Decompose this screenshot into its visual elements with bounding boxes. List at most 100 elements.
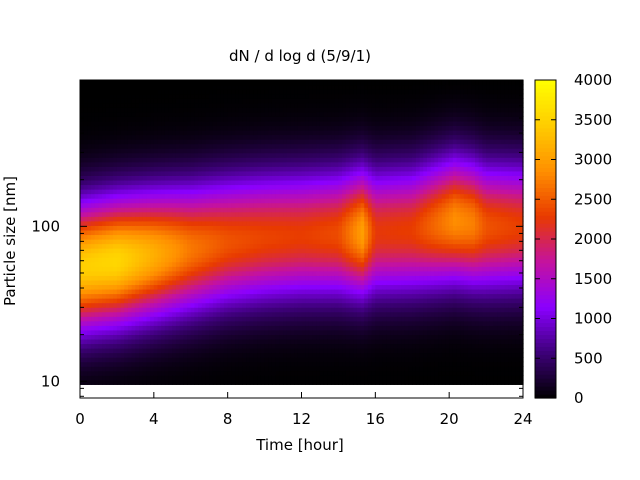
- heatmap-cell: [209, 202, 214, 208]
- heatmap-cell: [316, 248, 321, 254]
- heatmap-cell: [319, 343, 325, 349]
- heatmap-cell: [319, 261, 325, 267]
- heatmap-cell: [98, 184, 103, 190]
- heatmap-cell: [168, 120, 173, 127]
- heatmap-cell: [264, 84, 269, 90]
- heatmap-cell: [164, 198, 170, 204]
- heatmap-cell: [124, 293, 129, 299]
- heatmap-cell: [297, 134, 303, 140]
- heatmap-cell: [220, 202, 225, 208]
- heatmap-cell: [260, 102, 266, 108]
- heatmap-cell: [179, 357, 184, 363]
- heatmap-cell: [257, 207, 262, 213]
- heatmap-cell: [297, 202, 303, 208]
- heatmap-cell: [94, 343, 100, 349]
- heatmap-cell: [238, 134, 244, 140]
- heatmap-cell: [312, 302, 317, 308]
- heatmap-cell: [349, 379, 354, 385]
- heatmap-cell: [205, 129, 210, 136]
- heatmap-cell: [290, 98, 295, 104]
- heatmap-cell: [201, 370, 207, 376]
- heatmap-cell: [146, 189, 151, 195]
- heatmap-cell: [161, 307, 166, 313]
- heatmap-cell: [142, 248, 148, 254]
- heatmap-cell: [312, 279, 317, 286]
- heatmap-cell: [316, 293, 321, 299]
- heatmap-cell: [319, 293, 325, 299]
- heatmap-cell: [201, 184, 207, 190]
- heatmap-cell: [168, 275, 173, 281]
- heatmap-cell: [345, 211, 351, 217]
- heatmap-cell: [338, 129, 343, 136]
- heatmap-cell: [327, 166, 332, 172]
- heatmap-cell: [220, 379, 225, 385]
- heatmap-cell: [161, 234, 166, 240]
- heatmap-cell: [164, 152, 170, 158]
- heatmap-cell: [286, 338, 292, 345]
- heatmap-cell: [105, 102, 111, 108]
- heatmap-cell: [205, 216, 210, 222]
- heatmap-cell: [227, 284, 232, 290]
- heatmap-cell: [294, 216, 299, 222]
- heatmap-cell: [257, 366, 262, 372]
- heatmap-cell: [150, 343, 155, 349]
- heatmap-cell: [246, 184, 251, 190]
- heatmap-cell: [187, 279, 192, 286]
- heatmap-cell: [327, 234, 332, 240]
- heatmap-cell: [113, 261, 118, 267]
- heatmap-cell: [87, 129, 92, 136]
- heatmap-cell: [142, 175, 148, 181]
- heatmap-cell: [113, 220, 118, 226]
- heatmap-cell: [227, 107, 232, 113]
- heatmap-cell: [212, 288, 218, 295]
- heatmap-cell: [142, 279, 148, 286]
- heatmap-cell: [80, 293, 85, 299]
- heatmap-cell: [316, 366, 321, 372]
- heatmap-cell: [353, 252, 358, 258]
- heatmap-cell: [290, 116, 295, 122]
- heatmap-cell: [220, 125, 225, 131]
- heatmap-cell: [139, 361, 144, 367]
- heatmap-cell: [161, 175, 166, 181]
- heatmap-cell: [271, 239, 277, 245]
- heatmap-cell: [290, 252, 295, 258]
- heatmap-cell: [249, 239, 255, 245]
- heatmap-cell: [179, 288, 184, 295]
- heatmap-cell: [139, 116, 144, 122]
- heatmap-cell: [190, 248, 196, 254]
- heatmap-cell: [80, 120, 85, 127]
- heatmap-cell: [150, 111, 155, 117]
- heatmap-cell: [342, 175, 347, 181]
- heatmap-cell: [194, 161, 199, 167]
- heatmap-cell: [242, 243, 247, 249]
- heatmap-cell: [345, 257, 351, 263]
- heatmap-cell: [231, 334, 236, 340]
- heatmap-cell: [198, 125, 203, 131]
- heatmap-cell: [142, 111, 148, 117]
- heatmap-cell: [349, 252, 354, 258]
- heatmap-cell: [312, 270, 317, 276]
- heatmap-cell: [257, 270, 262, 276]
- heatmap-cell: [238, 116, 244, 122]
- heatmap-cell: [116, 89, 122, 95]
- heatmap-cell: [190, 211, 196, 217]
- heatmap-cell: [275, 198, 280, 204]
- heatmap-cell: [124, 375, 129, 381]
- heatmap-cell: [253, 261, 258, 267]
- heatmap-cell: [305, 161, 310, 167]
- heatmap-cell: [286, 320, 292, 326]
- heatmap-cell: [342, 161, 347, 167]
- heatmap-cell: [87, 252, 92, 258]
- heatmap-cell: [183, 125, 188, 131]
- heatmap-cell: [253, 257, 258, 263]
- heatmap-cell: [109, 239, 114, 245]
- heatmap-cell: [264, 266, 269, 272]
- heatmap-cell: [216, 320, 221, 326]
- heatmap-cell: [279, 375, 284, 381]
- heatmap-cell: [327, 252, 332, 258]
- heatmap-cell: [168, 139, 173, 145]
- heatmap-cell: [139, 139, 144, 145]
- heatmap-cell: [105, 257, 111, 263]
- heatmap-cell: [231, 134, 236, 140]
- heatmap-cell: [172, 134, 177, 140]
